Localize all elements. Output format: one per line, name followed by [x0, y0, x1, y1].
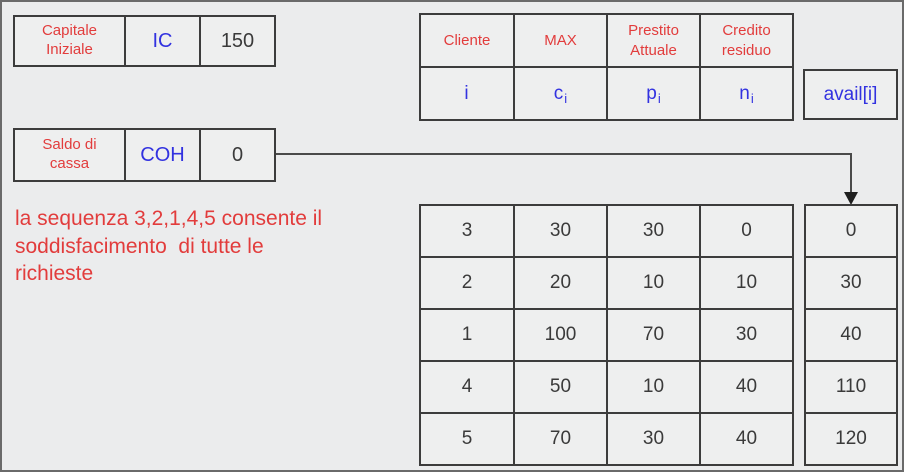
table-cell: 4	[421, 362, 513, 412]
avail-column: 0 30 40 110 120	[804, 204, 898, 466]
variable-main: p	[646, 82, 657, 104]
table-cell: 30	[608, 414, 699, 464]
variable-i: i	[421, 68, 513, 119]
table-cell: 10	[608, 258, 699, 308]
table-cell: 40	[701, 362, 792, 412]
table-cell: 0	[701, 206, 792, 256]
table-cell: 70	[608, 310, 699, 360]
table-cell: 10	[608, 362, 699, 412]
table-cell: 50	[515, 362, 606, 412]
table-cell: 70	[515, 414, 606, 464]
table-cell: 30	[608, 206, 699, 256]
note-text: la sequenza 3,2,1,4,5 consente il soddis…	[15, 207, 323, 285]
table-cell: 100	[515, 310, 606, 360]
saldo-label: Saldo di cassa	[15, 130, 124, 180]
column-header-prestito-attuale: Prestito Attuale	[608, 15, 699, 66]
table-cell: 10	[701, 258, 792, 308]
table-cell: 30	[515, 206, 606, 256]
table-cell: 40	[701, 414, 792, 464]
data-table: 3 30 30 0 2 20 10 10 1 100 70 30 4 50 10…	[419, 204, 794, 466]
avail-cell: 40	[806, 310, 896, 360]
table-cell: 20	[515, 258, 606, 308]
avail-cell: 120	[806, 414, 896, 464]
saldo-value: 0	[201, 130, 274, 180]
variable-subscript: i	[564, 91, 568, 106]
clients-header-table: Cliente MAX Prestito Attuale Credito res…	[419, 13, 794, 121]
column-header-max: MAX	[515, 15, 606, 66]
capitale-iniziale-group: Capitale Iniziale IC 150	[13, 15, 276, 67]
variable-subscript: i	[657, 91, 661, 106]
variable-main: i	[464, 82, 469, 104]
capitale-value: 150	[201, 17, 274, 65]
avail-cell: 110	[806, 362, 896, 412]
avail-cell: 0	[806, 206, 896, 256]
table-cell: 2	[421, 258, 513, 308]
table-cell: 3	[421, 206, 513, 256]
variable-main: n	[739, 82, 750, 104]
table-cell: 5	[421, 414, 513, 464]
table-cell: 30	[701, 310, 792, 360]
avail-header-box: avail[i]	[803, 69, 898, 120]
column-header-credito-residuo: Credito residuo	[701, 15, 792, 66]
variable-subscript: i	[750, 91, 754, 106]
saldo-di-cassa-group: Saldo di cassa COH 0	[13, 128, 276, 182]
column-header-cliente: Cliente	[421, 15, 513, 66]
avail-cell: 30	[806, 258, 896, 308]
table-cell: 1	[421, 310, 513, 360]
variable-main: c	[553, 82, 564, 104]
capitale-symbol: IC	[126, 17, 199, 65]
capitale-label: Capitale Iniziale	[15, 17, 124, 65]
saldo-symbol: COH	[126, 130, 199, 180]
